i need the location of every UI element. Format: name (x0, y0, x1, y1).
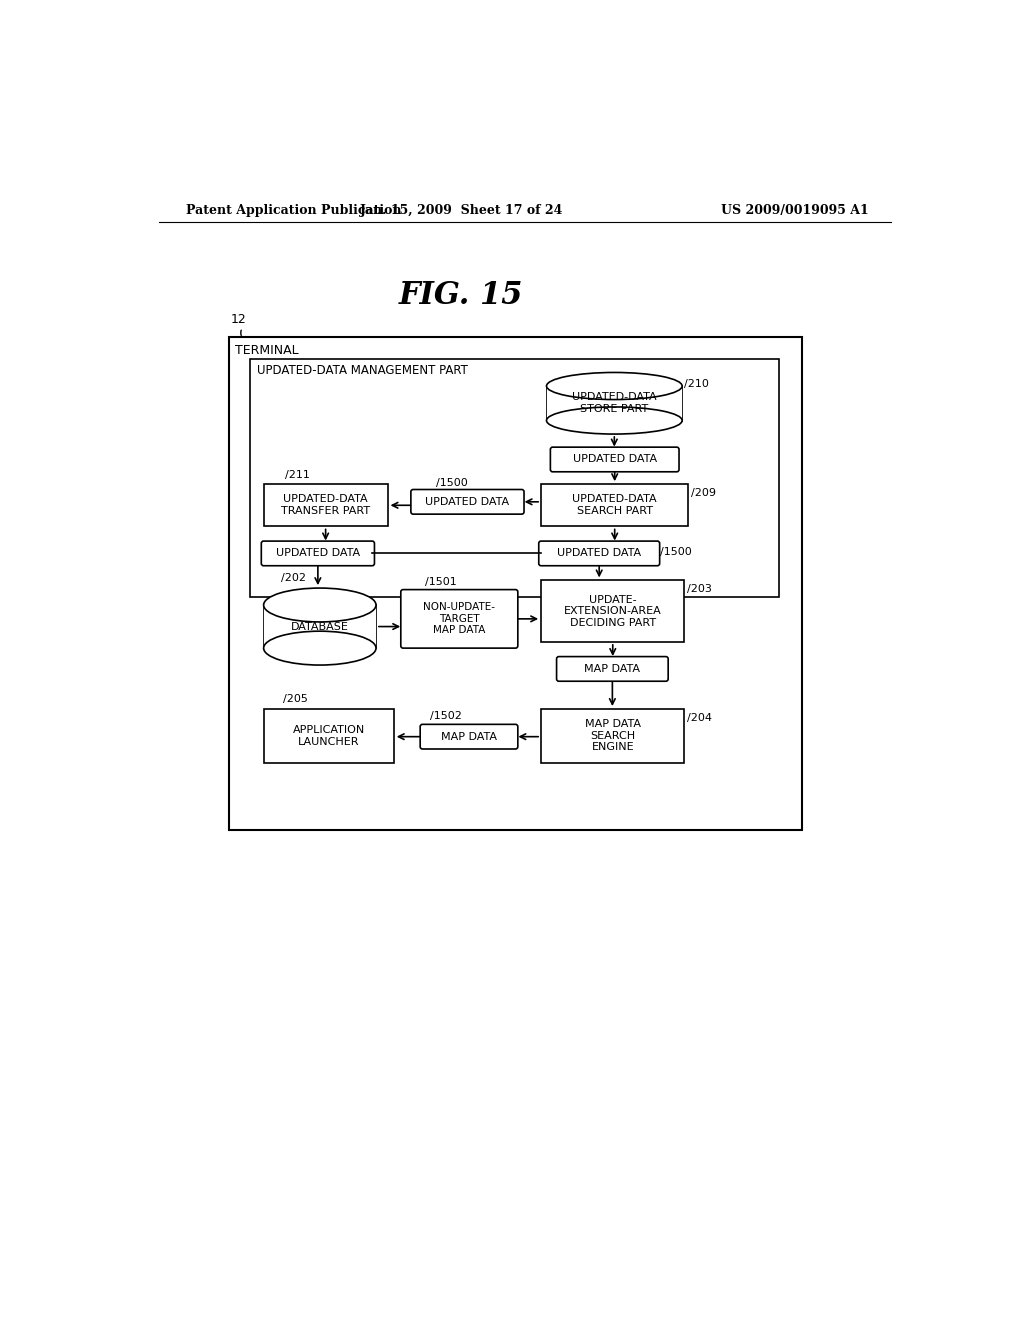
Text: UPDATED-DATA MANAGEMENT PART: UPDATED-DATA MANAGEMENT PART (257, 364, 468, 378)
Text: ∕203: ∕203 (687, 585, 712, 594)
Text: UPDATED-DATA
STORE PART: UPDATED-DATA STORE PART (572, 392, 656, 414)
Text: UPDATED-DATA
SEARCH PART: UPDATED-DATA SEARCH PART (572, 495, 657, 516)
FancyBboxPatch shape (420, 725, 518, 748)
Text: ∕205: ∕205 (283, 693, 308, 704)
Text: ∕1501: ∕1501 (425, 577, 457, 586)
Text: UPDATED DATA: UPDATED DATA (557, 548, 641, 558)
Text: ∕1502: ∕1502 (430, 711, 462, 721)
Bar (228, 337, 802, 830)
Text: MAP DATA
SEARCH
ENGINE: MAP DATA SEARCH ENGINE (585, 719, 641, 752)
Bar (547, 385, 682, 421)
Text: Patent Application Publication: Patent Application Publication (186, 205, 401, 218)
Text: US 2009/0019095 A1: US 2009/0019095 A1 (721, 205, 868, 218)
Bar (541, 709, 684, 763)
Text: UPDATED DATA: UPDATED DATA (425, 496, 510, 507)
Bar (541, 581, 684, 642)
Text: UPDATED-DATA
TRANSFER PART: UPDATED-DATA TRANSFER PART (281, 495, 371, 516)
Text: FIG. 15: FIG. 15 (399, 280, 523, 312)
Text: APPLICATION
LAUNCHER: APPLICATION LAUNCHER (293, 725, 365, 747)
FancyBboxPatch shape (539, 541, 659, 566)
Text: ∕1500: ∕1500 (659, 548, 691, 557)
Text: MAP DATA: MAP DATA (585, 664, 640, 675)
Text: MAP DATA: MAP DATA (441, 731, 497, 742)
Ellipse shape (547, 407, 682, 434)
Text: DATABASE: DATABASE (291, 622, 349, 631)
FancyBboxPatch shape (411, 490, 524, 515)
Text: ∕209: ∕209 (690, 488, 716, 498)
Text: Jan. 15, 2009  Sheet 17 of 24: Jan. 15, 2009 Sheet 17 of 24 (359, 205, 563, 218)
FancyBboxPatch shape (550, 447, 679, 471)
Text: ∕202: ∕202 (281, 573, 306, 582)
Ellipse shape (263, 631, 376, 665)
Text: UPDATED DATA: UPDATED DATA (275, 548, 360, 558)
Text: ∕211: ∕211 (286, 470, 310, 480)
FancyBboxPatch shape (400, 590, 518, 648)
Text: UPDATED DATA: UPDATED DATA (572, 454, 656, 465)
Text: UPDATE-
EXTENSION-AREA
DECIDING PART: UPDATE- EXTENSION-AREA DECIDING PART (564, 594, 662, 628)
Text: 12: 12 (231, 313, 247, 326)
Bar (541, 484, 688, 527)
Bar (263, 605, 376, 648)
Bar (263, 709, 394, 763)
Text: ∕204: ∕204 (687, 713, 712, 723)
Text: NON-UPDATE-
TARGET
MAP DATA: NON-UPDATE- TARGET MAP DATA (423, 602, 496, 635)
Ellipse shape (263, 589, 376, 622)
Bar (263, 484, 388, 527)
Text: ∕1500: ∕1500 (436, 478, 468, 488)
FancyBboxPatch shape (557, 656, 669, 681)
Bar (251, 359, 779, 597)
Text: ∕210: ∕210 (684, 379, 710, 388)
Ellipse shape (547, 372, 682, 400)
Text: TERMINAL: TERMINAL (234, 345, 299, 358)
FancyBboxPatch shape (261, 541, 375, 566)
